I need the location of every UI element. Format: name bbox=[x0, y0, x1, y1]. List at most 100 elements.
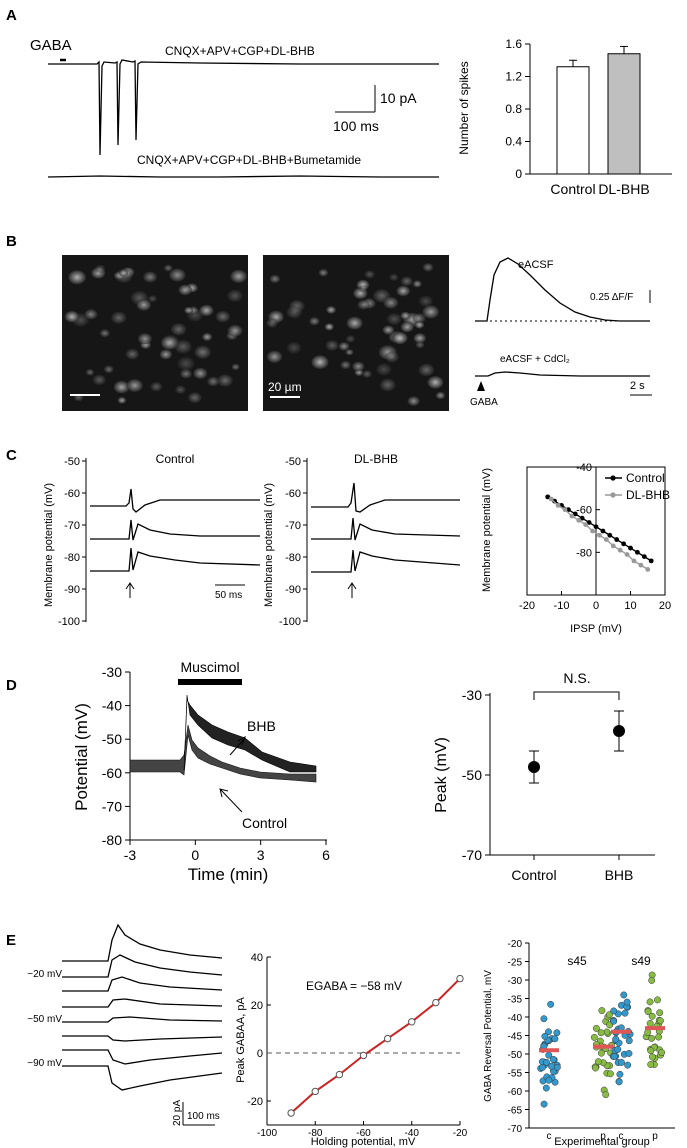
c-iv-point bbox=[638, 562, 644, 568]
e-dot bbox=[541, 1032, 549, 1040]
c-iv-point bbox=[552, 498, 557, 504]
b-gaba-arrow-icon bbox=[477, 381, 485, 391]
c-control-arrow-icon bbox=[125, 582, 135, 598]
d-ytick-label-2: -50 bbox=[102, 731, 122, 747]
e-dot bbox=[592, 1024, 600, 1032]
c-legend-marker-1 bbox=[610, 492, 616, 498]
panel-d-label: D bbox=[6, 677, 17, 694]
micrograph-1-cell bbox=[113, 380, 130, 394]
e-dot bbox=[597, 1049, 605, 1057]
c-iv-ytick-label-2: -80 bbox=[576, 547, 592, 559]
c-iv-point bbox=[617, 547, 623, 553]
micrograph-2-cell bbox=[407, 396, 420, 406]
c-legend-marker-0 bbox=[610, 475, 616, 481]
c-dlbhb-ytick-label-1: -60 bbox=[285, 488, 301, 500]
e-dot bbox=[540, 1015, 548, 1023]
micrograph-2-cell bbox=[286, 341, 302, 354]
micrograph-1-cell bbox=[95, 264, 106, 273]
e-group-s49: s49 bbox=[631, 954, 651, 968]
e-iv-xlabel: Holding potential, mV bbox=[311, 1136, 416, 1148]
c-dlbhb-trace-3 bbox=[311, 549, 461, 573]
e-dot bbox=[646, 1019, 654, 1027]
c-dlbhb-ytick-label-3: -80 bbox=[285, 552, 301, 564]
micrograph-2-cell bbox=[359, 285, 368, 292]
micrograph-1-cell bbox=[148, 295, 158, 303]
micrograph-1-cell bbox=[231, 363, 240, 371]
a-ytick-label-1: 0.4 bbox=[505, 135, 522, 149]
d-muscimol-label: Muscimol bbox=[180, 659, 239, 675]
d-xtick-label-2: 3 bbox=[257, 847, 265, 863]
c-iv-point bbox=[590, 528, 595, 534]
e-trace-7 bbox=[62, 1049, 223, 1065]
micrograph-1-cell bbox=[207, 376, 220, 387]
e-iv-xtick-label-3: -40 bbox=[405, 1128, 420, 1139]
c-iv-ylabel: Membrane potential (mV) bbox=[481, 468, 493, 592]
micrograph-2-cell bbox=[382, 325, 395, 335]
e-trace-2 bbox=[62, 954, 223, 978]
e-iv-ytick-label-1: 20 bbox=[251, 1000, 263, 1012]
micrograph-2-cell bbox=[435, 391, 446, 400]
micrograph-2-cell bbox=[324, 323, 334, 331]
e-dot bbox=[610, 1007, 618, 1015]
e-dot bbox=[625, 1037, 633, 1045]
d-bhb-label: BHB bbox=[247, 718, 276, 734]
e-dot bbox=[647, 1047, 655, 1055]
e-group-s45: s45 bbox=[567, 954, 587, 968]
micrograph-2-cell bbox=[414, 321, 425, 329]
e-dot bbox=[591, 1064, 599, 1072]
c-iv-xtick-label-3: 10 bbox=[624, 600, 636, 612]
e-dot bbox=[648, 1034, 656, 1042]
micrograph-2-cell bbox=[415, 341, 425, 349]
d-control-label: Control bbox=[242, 815, 287, 831]
b-trace1-label: eACSF bbox=[518, 259, 554, 271]
a-trace-top bbox=[48, 59, 439, 156]
micrograph-2-cell bbox=[345, 348, 354, 356]
e-dot bbox=[590, 1033, 598, 1041]
e-dot bbox=[624, 1061, 632, 1069]
e-iv-xtick-label-2: -60 bbox=[356, 1128, 371, 1139]
micrograph-2-cell bbox=[345, 335, 356, 343]
micrograph-1-cell bbox=[159, 349, 173, 360]
micrograph-2-cell bbox=[340, 360, 351, 370]
micrograph-2-cell bbox=[357, 299, 370, 310]
c-iv-xtick-label-1: -10 bbox=[554, 600, 570, 612]
c-control-ytick-label-3: -80 bbox=[64, 552, 80, 564]
c-dlbhb-ytick-label-2: -70 bbox=[285, 520, 301, 532]
micrograph-1-cell bbox=[202, 332, 213, 342]
c-iv-point bbox=[548, 496, 554, 502]
micrograph-2-cell bbox=[269, 274, 281, 284]
b-trace-eacsf bbox=[475, 257, 650, 322]
e-dot bbox=[621, 1009, 629, 1017]
d-bhb-arrow-icon bbox=[229, 735, 246, 756]
micrograph-1-cell bbox=[180, 368, 193, 379]
b-scale-f-label: 0.25 ΔF/F bbox=[590, 292, 633, 303]
a-trace-top-label: CNQX+APV+CGP+DL-BHB bbox=[165, 44, 315, 58]
c-control-ylabel: Membrane potential (mV) bbox=[43, 483, 55, 607]
micrograph-2-cell bbox=[392, 331, 408, 345]
a-trace-bottom-label: CNQX+APV+CGP+DL-BHB+Bumetamide bbox=[137, 153, 361, 167]
c-iv-point bbox=[597, 532, 602, 538]
d-peak-ytick-label-1: -50 bbox=[462, 767, 482, 783]
c-control-trace-1 bbox=[90, 488, 260, 513]
e-trace-4 bbox=[62, 998, 223, 1008]
c-iv-point bbox=[603, 537, 609, 542]
c-iv-xlabel: IPSP (mV) bbox=[570, 623, 622, 635]
e-dot bbox=[602, 1091, 610, 1099]
e-dot bbox=[594, 1058, 602, 1066]
micrograph-2-cell bbox=[266, 318, 278, 328]
micrograph-2-cell bbox=[412, 313, 426, 324]
e-cat-label-3: p bbox=[652, 1131, 658, 1142]
micrograph-1-cell bbox=[85, 368, 95, 376]
a-trace-bottom bbox=[47, 175, 439, 178]
c-iv-point bbox=[635, 549, 640, 555]
c-iv-point bbox=[621, 541, 626, 547]
micrograph-1-cell bbox=[170, 323, 187, 336]
c-iv-point bbox=[583, 522, 589, 527]
micrograph-2-cell bbox=[400, 321, 414, 333]
micrograph-2-cell bbox=[422, 305, 440, 319]
micrograph-1-cell bbox=[137, 333, 152, 345]
e-iv-ytick-label-2: 0 bbox=[257, 1048, 263, 1060]
e-dot bbox=[610, 1053, 618, 1060]
c-control-traces: -50 -60 -70 -80 -90 -100 Membrane potential (… bbox=[43, 456, 261, 628]
